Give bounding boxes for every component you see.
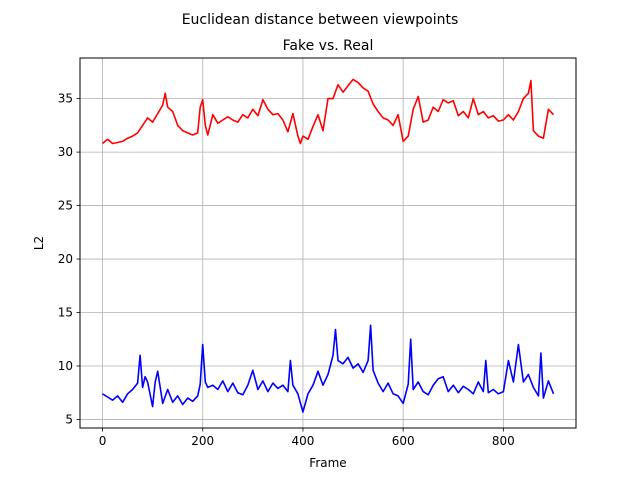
- x-tick-label: 800: [492, 434, 515, 448]
- x-axis: 0 200 400 600 800: [99, 428, 515, 448]
- y-tick-label: 5: [65, 412, 73, 426]
- x-axis-label: Frame: [309, 456, 346, 470]
- y-tick-label: 20: [58, 252, 73, 266]
- x-tick-label: 200: [191, 434, 214, 448]
- series-line-blue: [102, 324, 555, 413]
- y-axis: 5 10 15 20 25 30 35: [58, 92, 80, 426]
- x-tick-label: 400: [291, 434, 314, 448]
- y-tick-label: 35: [58, 92, 73, 106]
- chart-suptitle: Euclidean distance between viewpoints: [182, 12, 459, 28]
- y-tick-label: 25: [58, 199, 73, 213]
- chart-title: Fake vs. Real: [283, 38, 374, 54]
- plot-area-frame: [79, 57, 577, 429]
- x-tick-label: 0: [99, 434, 107, 448]
- grid-lines: [80, 58, 576, 428]
- series-layer: [101, 78, 555, 413]
- y-tick-label: 30: [58, 145, 73, 159]
- y-tick-label: 10: [58, 359, 73, 373]
- y-axis-label: L2: [32, 236, 46, 250]
- y-tick-label: 15: [58, 306, 73, 320]
- x-tick-label: 600: [392, 434, 415, 448]
- series-line-red: [101, 78, 555, 145]
